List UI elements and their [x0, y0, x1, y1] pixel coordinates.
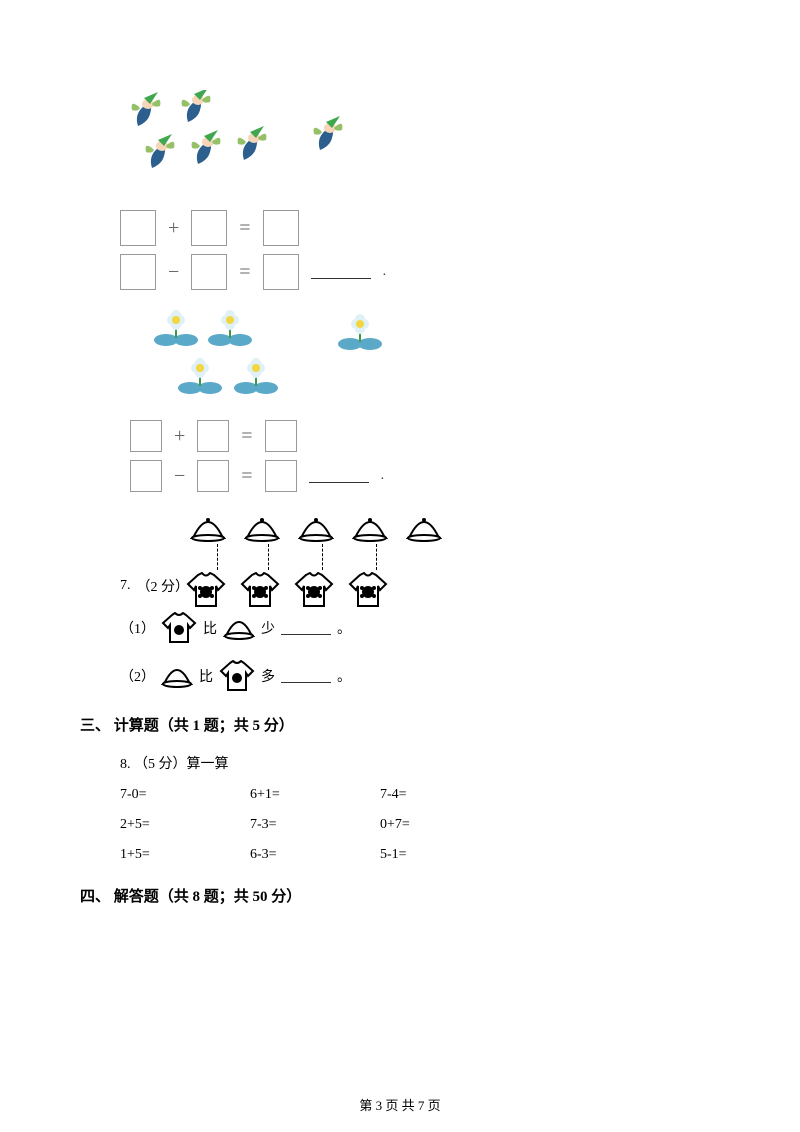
input-box[interactable] [130, 460, 162, 492]
input-box[interactable] [130, 420, 162, 452]
input-box[interactable] [263, 254, 299, 290]
hat-icon [406, 516, 442, 542]
answer-blank[interactable] [281, 669, 331, 683]
elf-equation-minus: − = . [120, 254, 720, 290]
calc-item: 2+5= [120, 817, 180, 833]
blank-line[interactable] [311, 265, 371, 279]
flowers-illustration [140, 310, 720, 410]
q8-points: （5 分）算一算 [134, 757, 229, 772]
input-box[interactable] [197, 420, 229, 452]
equals-sign: = [239, 261, 250, 284]
calc-item: 7-0= [120, 787, 180, 803]
q8-calculations: 7-0= 6+1= 7-4= 2+5= 7-3= 0+7= 1+5= 6-3= … [120, 787, 720, 863]
period: 。 [337, 666, 351, 686]
q7-sub2-label: （2） [120, 666, 155, 686]
calc-item: 6+1= [250, 787, 310, 803]
calc-item: 0+7= [380, 817, 440, 833]
equals-sign: = [239, 217, 250, 240]
input-box[interactable] [197, 460, 229, 492]
plus-sign: + [174, 425, 185, 448]
input-box[interactable] [265, 420, 297, 452]
shirt-icon [161, 612, 197, 644]
input-box[interactable] [120, 254, 156, 290]
shirt-icon [219, 660, 255, 692]
shirt-icon [240, 572, 280, 608]
calc-item: 7-3= [250, 817, 310, 833]
hat-icon [190, 516, 226, 542]
word-bi: 比 [199, 666, 213, 686]
input-box[interactable] [191, 254, 227, 290]
flowers-svg [140, 310, 420, 410]
input-box[interactable] [191, 210, 227, 246]
hat-icon [223, 616, 255, 640]
hat-icon [298, 516, 334, 542]
period: 。 [337, 618, 351, 638]
input-box[interactable] [265, 460, 297, 492]
page-footer: 第 3 页 共 7 页 [0, 1095, 800, 1114]
calc-item: 7-4= [380, 787, 440, 803]
elf-equation-plus: + = [120, 210, 720, 246]
hat-icon [352, 516, 388, 542]
period: . [381, 468, 385, 484]
flower-equation-minus: − = . [130, 460, 720, 492]
q8-header: 8. （5 分）算一算 [120, 753, 720, 773]
word-bi: 比 [203, 618, 217, 638]
calc-row-1: 7-0= 6+1= 7-4= [120, 787, 720, 803]
elves-svg [120, 90, 380, 200]
calc-row-3: 1+5= 6-3= 5-1= [120, 847, 720, 863]
blank-line[interactable] [309, 469, 369, 483]
q7-points: （2 分） [137, 576, 190, 596]
q7-sub1-label: （1） [120, 618, 155, 638]
input-box[interactable] [263, 210, 299, 246]
section-4-title: 四、 解答题（共 8 题；共 50 分） [80, 885, 720, 906]
calc-item: 1+5= [120, 847, 180, 863]
minus-sign: − [168, 261, 179, 284]
flower-equation-plus: + = [130, 420, 720, 452]
period: . [383, 264, 387, 280]
section-3-title: 三、 计算题（共 1 题；共 5 分） [80, 714, 720, 735]
shirt-icon [294, 572, 334, 608]
calc-row-2: 2+5= 7-3= 0+7= [120, 817, 720, 833]
page-content: + = − = . [120, 90, 720, 906]
q7-number: 7. [120, 578, 131, 594]
minus-sign: − [174, 465, 185, 488]
calc-item: 5-1= [380, 847, 440, 863]
word-duo: 多 [261, 666, 275, 686]
equals-sign: = [241, 425, 252, 448]
q7-sub1: （1） 比 少 。 [120, 612, 720, 644]
hat-icon [161, 664, 193, 688]
hat-icon [244, 516, 280, 542]
input-box[interactable] [120, 210, 156, 246]
q7-sub2: （2） 比 多 。 [120, 660, 720, 692]
equals-sign: = [241, 465, 252, 488]
plus-sign: + [168, 217, 179, 240]
shirt-icon [348, 572, 388, 608]
pair-lines [202, 544, 720, 570]
shirt-icon [186, 572, 226, 608]
word-shao: 少 [261, 618, 275, 638]
elves-illustration [120, 90, 720, 200]
hats-row [190, 516, 720, 542]
answer-blank[interactable] [281, 621, 331, 635]
calc-item: 6-3= [250, 847, 310, 863]
q8-number: 8. [120, 757, 131, 772]
